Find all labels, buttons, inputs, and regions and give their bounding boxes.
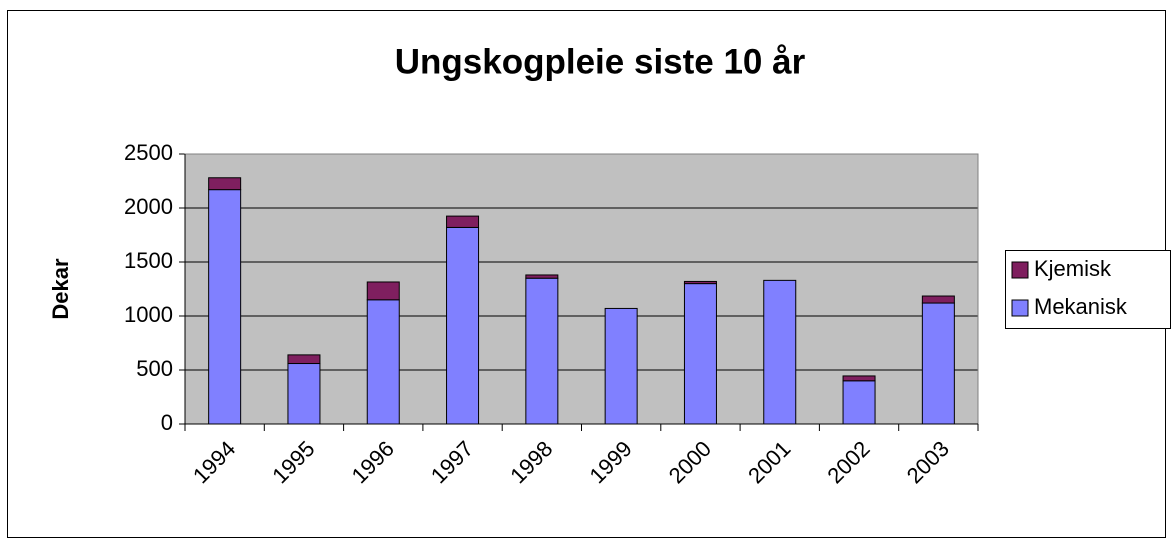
y-tick-label: 0 bbox=[161, 410, 173, 435]
legend-swatch bbox=[1011, 299, 1029, 317]
y-axis-label: Dekar bbox=[48, 258, 73, 320]
bar-segment bbox=[525, 274, 559, 279]
y-tick-label: 1500 bbox=[124, 248, 173, 273]
bar-segment bbox=[921, 302, 955, 425]
bar-segment bbox=[921, 295, 955, 304]
y-tick-label: 1000 bbox=[124, 302, 173, 327]
bar-segment bbox=[683, 283, 717, 425]
bar-segment bbox=[366, 299, 400, 425]
y-tick-label: 500 bbox=[136, 356, 173, 381]
bar-segment bbox=[763, 279, 797, 425]
bar-segment bbox=[446, 215, 480, 228]
legend-swatch bbox=[1011, 261, 1029, 279]
y-tick-label: 2500 bbox=[124, 140, 173, 165]
bar-segment bbox=[287, 363, 321, 425]
legend-label: Mekanisk bbox=[1034, 294, 1128, 319]
legend-box bbox=[1005, 250, 1171, 329]
bar-segment bbox=[842, 380, 876, 425]
bar-segment bbox=[842, 375, 876, 382]
bar-segment bbox=[208, 177, 242, 191]
chart-title: Ungskogpleie siste 10 år bbox=[395, 42, 806, 81]
bar-segment bbox=[208, 189, 242, 425]
bar-segment bbox=[366, 281, 400, 301]
legend-label: Kjemisk bbox=[1034, 256, 1112, 281]
bar-segment bbox=[604, 307, 638, 425]
bar-segment bbox=[446, 226, 480, 425]
y-tick-label: 2000 bbox=[124, 194, 173, 219]
bar-segment bbox=[525, 277, 559, 425]
bar-segment bbox=[683, 280, 717, 285]
bar-segment bbox=[287, 354, 321, 365]
